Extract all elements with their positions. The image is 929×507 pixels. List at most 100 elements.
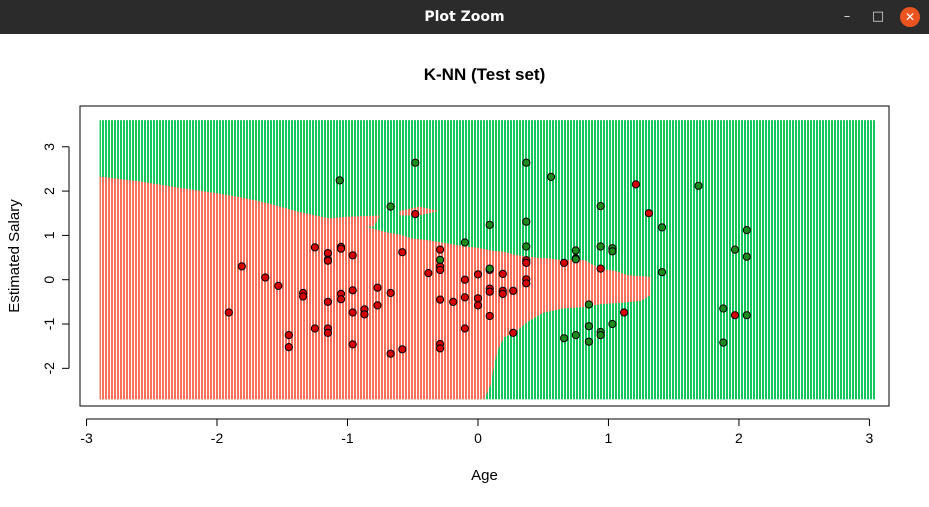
data-point-class-0 xyxy=(509,286,518,295)
data-point-class-0 xyxy=(449,297,458,306)
data-point-class-0 xyxy=(460,293,469,302)
data-point-class-0 xyxy=(373,283,382,292)
data-point-class-0 xyxy=(310,243,319,252)
close-icon[interactable]: ✕ xyxy=(900,7,920,27)
data-point-class-0 xyxy=(460,324,469,333)
test-points xyxy=(224,158,751,358)
data-point-class-1 xyxy=(608,319,617,329)
window-titlebar: Plot Zoom – □ ✕ xyxy=(0,0,929,34)
y-axis-label: Estimated Salary xyxy=(6,199,23,313)
data-point-class-0 xyxy=(348,308,357,317)
data-point-class-0 xyxy=(348,340,357,349)
y-tick-label: -1 xyxy=(41,318,57,331)
data-point-class-0 xyxy=(323,249,332,258)
region-class-0-island-1 xyxy=(399,206,439,216)
region-class-0-island-0 xyxy=(325,215,381,228)
data-point-class-1 xyxy=(742,226,751,235)
data-point-class-0 xyxy=(522,279,531,288)
y-tick-label: 0 xyxy=(41,276,57,284)
data-point-class-1 xyxy=(608,247,617,256)
x-axis-label: Age xyxy=(471,467,498,484)
data-point-class-0 xyxy=(620,308,629,317)
data-point-class-0 xyxy=(398,248,407,257)
data-point-class-0 xyxy=(631,180,641,189)
data-point-class-0 xyxy=(360,310,369,319)
data-point-class-0 xyxy=(473,270,483,279)
plot-area: -3 -2 -1 0 1 2 3 -2 -1 0 1 2 3 K-NN (Test set) Age E… xyxy=(0,34,929,503)
data-point-class-1 xyxy=(730,245,740,254)
data-point-class-1 xyxy=(742,311,751,320)
minimize-icon[interactable]: – xyxy=(843,9,851,24)
data-point-class-0 xyxy=(299,292,308,301)
data-point-class-0 xyxy=(473,294,483,303)
data-point-class-0 xyxy=(323,297,332,306)
y-tick-label: 1 xyxy=(41,231,57,239)
maximize-icon[interactable]: □ xyxy=(871,9,885,24)
data-point-class-0 xyxy=(284,331,293,340)
data-point-class-0 xyxy=(522,258,531,267)
axes: -3 -2 -1 0 1 2 3 -2 -1 0 1 2 3 xyxy=(41,143,874,446)
chart-title: K-NN (Test set) xyxy=(424,65,546,84)
data-point-class-0 xyxy=(224,308,233,317)
x-tick-label: 0 xyxy=(474,430,482,446)
data-point-class-0 xyxy=(596,264,605,273)
data-point-class-1 xyxy=(386,202,395,211)
data-point-class-1 xyxy=(571,331,580,340)
data-point-class-0 xyxy=(237,262,246,271)
data-point-class-0 xyxy=(261,273,270,282)
data-point-class-1 xyxy=(584,300,594,309)
data-point-class-0 xyxy=(436,245,445,254)
data-point-class-0 xyxy=(284,343,293,352)
data-point-class-1 xyxy=(584,337,594,346)
data-point-class-1 xyxy=(460,238,469,247)
x-tick-label: -1 xyxy=(341,430,354,446)
data-point-class-0 xyxy=(560,258,569,267)
y-tick-label: 3 xyxy=(41,143,57,151)
data-point-class-0 xyxy=(323,328,332,337)
x-tick-label: 3 xyxy=(866,430,874,446)
data-point-class-0 xyxy=(336,295,346,304)
data-point-class-1 xyxy=(546,172,556,181)
x-tick-label: 2 xyxy=(735,430,743,446)
y-tick-label: -2 xyxy=(41,362,57,375)
data-point-class-0 xyxy=(460,275,469,284)
data-point-class-0 xyxy=(498,269,507,278)
decision-regions xyxy=(99,120,876,400)
knn-chart: -3 -2 -1 0 1 2 3 -2 -1 0 1 2 3 K-NN (Test set) Age E… xyxy=(6,65,890,484)
data-point-class-1 xyxy=(436,255,445,264)
data-point-class-1 xyxy=(522,158,531,167)
data-point-class-0 xyxy=(436,265,445,275)
x-tick-label: -3 xyxy=(80,430,93,446)
data-point-class-0 xyxy=(310,324,319,333)
plot-border xyxy=(79,105,890,407)
data-point-class-0 xyxy=(485,311,494,321)
data-point-class-0 xyxy=(336,244,346,253)
data-point-class-0 xyxy=(398,345,407,354)
data-point-class-1 xyxy=(742,252,751,261)
x-tick-label: 1 xyxy=(605,430,613,446)
data-point-class-0 xyxy=(323,256,332,265)
data-point-class-0 xyxy=(386,288,395,298)
data-point-class-0 xyxy=(509,328,518,337)
data-point-class-1 xyxy=(596,242,605,251)
data-point-class-1 xyxy=(596,202,605,211)
data-point-class-1 xyxy=(411,158,420,167)
data-point-class-0 xyxy=(411,210,420,219)
y-tick-label: 2 xyxy=(41,187,57,195)
data-point-class-0 xyxy=(348,286,357,295)
data-point-class-1 xyxy=(485,264,494,273)
data-point-class-1 xyxy=(522,217,531,226)
data-point-class-1 xyxy=(522,242,531,251)
data-point-class-1 xyxy=(657,268,667,277)
data-point-class-1 xyxy=(584,322,594,331)
data-point-class-1 xyxy=(485,220,494,229)
data-point-class-0 xyxy=(274,281,283,290)
data-point-class-0 xyxy=(485,287,494,296)
data-point-class-0 xyxy=(348,251,357,260)
data-point-class-0 xyxy=(498,289,507,298)
data-point-class-1 xyxy=(571,255,580,264)
data-point-class-0 xyxy=(424,269,433,278)
window-title: Plot Zoom xyxy=(424,9,505,25)
data-point-class-1 xyxy=(335,176,344,185)
data-point-class-0 xyxy=(473,301,483,310)
